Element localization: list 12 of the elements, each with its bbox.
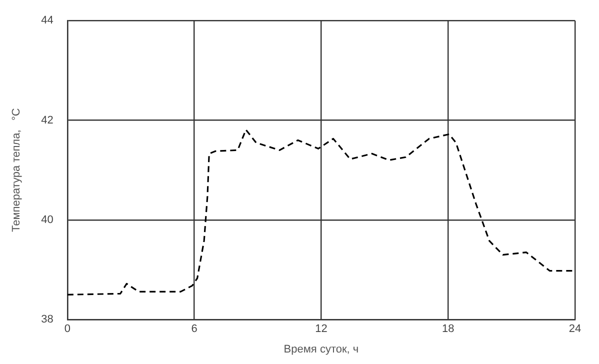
y-tick-label: 40 xyxy=(41,214,54,226)
y-tick-label: 42 xyxy=(41,114,54,126)
x-tick-label: 24 xyxy=(568,323,582,336)
x-tick-label: 18 xyxy=(442,323,454,336)
x-axis-title: Время суток, ч xyxy=(284,343,359,356)
y-axis-title: Температура тепла, °С xyxy=(10,108,23,232)
y-tick-label: 44 xyxy=(41,14,54,27)
y-tick-label: 38 xyxy=(41,314,54,326)
x-tick-label: 12 xyxy=(315,323,328,336)
x-tick-label: 6 xyxy=(191,323,198,336)
x-tick-label: 0 xyxy=(64,323,70,336)
line-series xyxy=(67,128,575,296)
